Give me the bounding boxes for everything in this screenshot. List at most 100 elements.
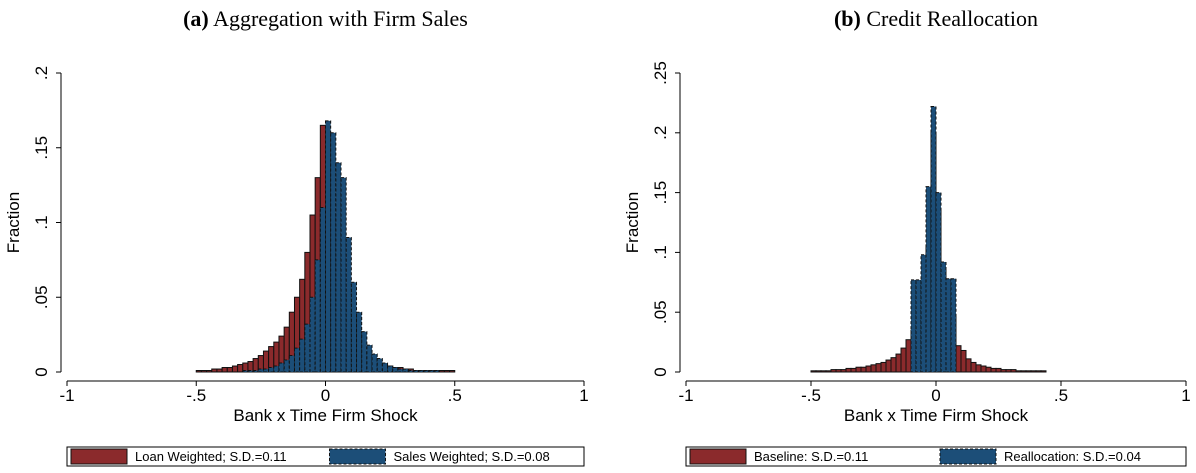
panel-title: (a) Aggregation with Firm Sales	[183, 6, 468, 31]
panel: (b) Credit Reallocation 0 .05 .1 .15 .2 .25 -1 -…	[623, 6, 1191, 467]
histogram-bar	[449, 370, 456, 373]
histogram-bar	[304, 323, 311, 373]
histogram-bar	[206, 370, 213, 373]
histogram-bar	[850, 367, 857, 373]
histogram-bar	[835, 369, 842, 373]
y-tick-label: .1	[651, 245, 670, 259]
histogram-bar	[815, 370, 822, 373]
histogram-bar	[371, 353, 378, 373]
histogram-bar	[418, 370, 425, 373]
histogram-bar	[945, 278, 952, 373]
histogram-bar	[221, 367, 228, 373]
y-tick-label: .05	[32, 285, 51, 309]
histogram-bar	[273, 365, 280, 373]
histogram-bar	[376, 358, 383, 373]
histogram-bar	[965, 358, 972, 373]
histogram-bar	[211, 368, 218, 373]
legend-swatch	[939, 448, 997, 465]
histogram-bar	[237, 364, 244, 373]
histogram-bar	[830, 369, 837, 373]
panel-title-text: Aggregation with Firm Sales	[213, 6, 468, 31]
histogram-bar	[845, 367, 852, 373]
histogram-bar	[350, 281, 358, 373]
legend-label: Baseline: S.D.=0.11	[754, 449, 868, 464]
histogram-bar	[895, 353, 902, 373]
histogram-bar	[428, 370, 435, 373]
histogram-bar	[1000, 369, 1007, 373]
histogram-bar	[278, 362, 285, 373]
histogram-bar	[443, 370, 451, 373]
panel-label: (a)	[183, 6, 209, 31]
y-tick-label: .2	[32, 66, 51, 80]
histogram-bar	[990, 367, 997, 373]
histogram-bar	[810, 370, 817, 373]
histogram-bar	[288, 355, 295, 373]
histogram-bar	[975, 364, 982, 373]
histogram-bar	[361, 331, 368, 373]
histogram-bar	[402, 368, 409, 373]
histogram-bar	[995, 367, 1002, 373]
histogram-bar	[216, 368, 223, 373]
x-tick-label: 0	[931, 386, 940, 405]
histogram-bar	[387, 365, 394, 373]
histogram-bar	[980, 365, 987, 373]
histogram-bar	[930, 105, 937, 373]
x-tick-label: 1	[579, 386, 588, 405]
histogram-bar	[195, 370, 202, 373]
histogram-bar	[366, 344, 373, 373]
histogram-bar	[870, 364, 877, 373]
histogram-bar	[905, 339, 912, 373]
y-tick-label: .15	[32, 136, 51, 160]
histogram-bar	[840, 369, 847, 373]
x-tick-label: .5	[1054, 386, 1068, 405]
histogram-bar	[955, 345, 962, 373]
x-tick-label: -1	[678, 386, 693, 405]
histogram-bar	[293, 347, 301, 373]
y-tick-label: .2	[651, 126, 670, 140]
x-tick-label: .5	[448, 386, 462, 405]
histogram-bar	[231, 365, 239, 373]
histogram-bar	[283, 359, 290, 373]
histogram-bar	[242, 370, 249, 373]
panel: (a) Aggregation with Firm Sales 0 .05 .1 .15…	[4, 6, 589, 467]
histogram-bar	[268, 367, 275, 373]
histogram-bar	[252, 370, 259, 373]
histogram-bar	[890, 357, 897, 373]
legend-label: Loan Weighted; S.D.=0.11	[135, 449, 287, 464]
histogram-bar	[875, 363, 882, 373]
histogram-bar	[330, 132, 337, 373]
histogram-bar	[1035, 370, 1042, 373]
y-axis-title: Fraction	[623, 192, 642, 253]
y-tick-label: .05	[651, 300, 670, 324]
legend-swatch	[70, 448, 128, 465]
histogram-bar	[226, 367, 233, 373]
histogram-bar	[925, 186, 932, 373]
histogram-bar	[960, 349, 967, 373]
x-tick-label: -1	[59, 386, 74, 405]
histogram-bar	[885, 359, 892, 373]
histogram-bar	[865, 365, 872, 373]
histogram-bar	[880, 361, 887, 373]
y-axis-title: Fraction	[4, 192, 23, 253]
x-tick-label: 1	[1181, 386, 1190, 405]
histogram-bar	[252, 358, 259, 373]
legend-swatch	[689, 448, 747, 465]
histogram-bar	[825, 370, 832, 373]
y-tick-label: .25	[651, 61, 670, 85]
histogram-bar	[920, 254, 927, 373]
panel-label: (b)	[834, 6, 861, 31]
histogram-bar	[1010, 369, 1017, 373]
histogram-bar	[915, 279, 922, 373]
histogram-bar	[262, 368, 270, 373]
x-tick-label: -.5	[801, 386, 821, 405]
histogram-bar	[299, 338, 306, 373]
histogram-bar	[940, 261, 947, 373]
panel-title: (b) Credit Reallocation	[834, 6, 1038, 31]
histogram-bar	[319, 207, 326, 373]
histogram-bar	[247, 370, 254, 373]
x-axis-title: Bank x Time Firm Shock	[844, 406, 1029, 425]
histogram-bar	[309, 296, 316, 373]
histogram-bar	[910, 279, 917, 373]
histogram-bar	[314, 259, 321, 373]
